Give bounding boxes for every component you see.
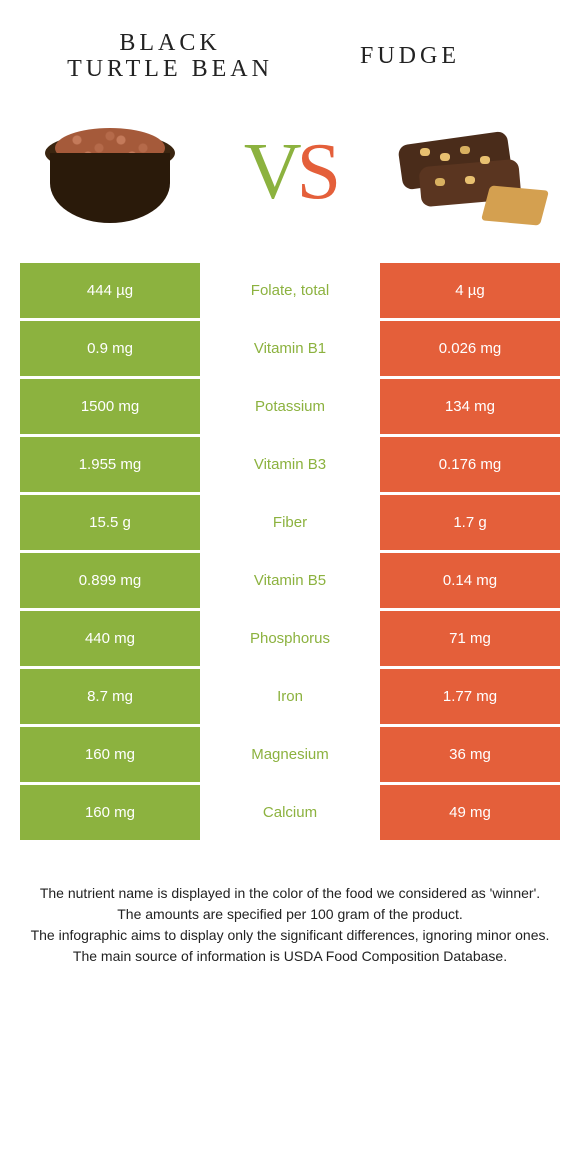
nutrient-name: Calcium: [200, 785, 380, 840]
table-row: 1.955 mgVitamin B30.176 mg: [20, 437, 560, 492]
nutrient-name: Iron: [200, 669, 380, 724]
value-right: 1.7 g: [380, 495, 560, 550]
footer-line-3: The infographic aims to display only the…: [30, 925, 550, 946]
value-left: 440 mg: [20, 611, 200, 666]
footer-line-1: The nutrient name is displayed in the co…: [30, 883, 550, 904]
comparison-table: 444 µgFolate, total4 µg0.9 mgVitamin B10…: [0, 263, 580, 840]
food-left-image: [30, 113, 190, 233]
food-right-title: FUDGE: [290, 43, 530, 69]
table-row: 1500 mgPotassium134 mg: [20, 379, 560, 434]
nutrient-name: Vitamin B5: [200, 553, 380, 608]
vs-label: VS: [244, 127, 336, 218]
nutrient-name: Folate, total: [200, 263, 380, 318]
vs-v: V: [244, 128, 297, 216]
value-right: 36 mg: [380, 727, 560, 782]
nutrient-name: Vitamin B3: [200, 437, 380, 492]
value-left: 8.7 mg: [20, 669, 200, 724]
footer-line-4: The main source of information is USDA F…: [30, 946, 550, 967]
value-left: 0.9 mg: [20, 321, 200, 376]
value-right: 0.026 mg: [380, 321, 560, 376]
value-left: 160 mg: [20, 727, 200, 782]
table-row: 0.9 mgVitamin B10.026 mg: [20, 321, 560, 376]
value-right: 0.14 mg: [380, 553, 560, 608]
table-row: 8.7 mgIron1.77 mg: [20, 669, 560, 724]
bowl-icon: [40, 123, 180, 223]
table-row: 15.5 gFiber1.7 g: [20, 495, 560, 550]
food-right-image: [390, 113, 550, 233]
header: BLACKTURTLE BEAN FUDGE: [0, 0, 580, 93]
table-row: 444 µgFolate, total4 µg: [20, 263, 560, 318]
nutrient-name: Fiber: [200, 495, 380, 550]
value-right: 4 µg: [380, 263, 560, 318]
value-right: 134 mg: [380, 379, 560, 434]
table-row: 160 mgMagnesium36 mg: [20, 727, 560, 782]
footer-line-2: The amounts are specified per 100 gram o…: [30, 904, 550, 925]
nutrient-name: Vitamin B1: [200, 321, 380, 376]
value-left: 444 µg: [20, 263, 200, 318]
value-left: 15.5 g: [20, 495, 200, 550]
nutrient-name: Phosphorus: [200, 611, 380, 666]
footer-notes: The nutrient name is displayed in the co…: [0, 843, 580, 987]
vs-row: VS: [0, 93, 580, 263]
table-row: 440 mgPhosphorus71 mg: [20, 611, 560, 666]
value-left: 1.955 mg: [20, 437, 200, 492]
value-right: 1.77 mg: [380, 669, 560, 724]
value-left: 1500 mg: [20, 379, 200, 434]
value-right: 71 mg: [380, 611, 560, 666]
vs-s: S: [297, 128, 337, 216]
fudge-icon: [390, 118, 550, 228]
nutrient-name: Magnesium: [200, 727, 380, 782]
nutrient-name: Potassium: [200, 379, 380, 434]
value-right: 49 mg: [380, 785, 560, 840]
food-left-title: BLACKTURTLE BEAN: [50, 30, 290, 83]
value-left: 160 mg: [20, 785, 200, 840]
value-right: 0.176 mg: [380, 437, 560, 492]
value-left: 0.899 mg: [20, 553, 200, 608]
table-row: 160 mgCalcium49 mg: [20, 785, 560, 840]
table-row: 0.899 mgVitamin B50.14 mg: [20, 553, 560, 608]
